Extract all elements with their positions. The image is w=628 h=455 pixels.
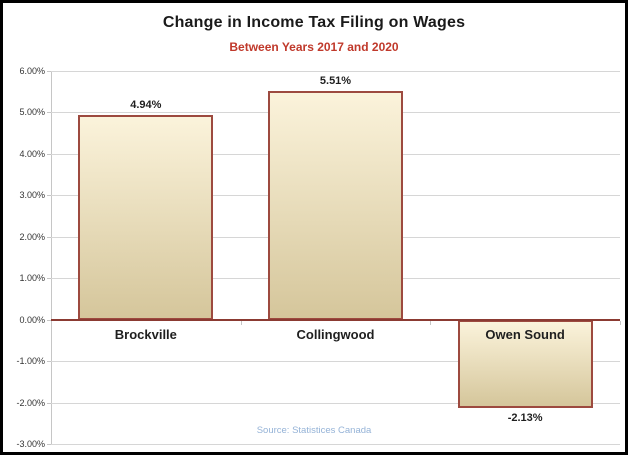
y-axis-line bbox=[51, 71, 52, 444]
y-axis-tick-label: 1.00% bbox=[19, 273, 45, 283]
y-axis-tick bbox=[47, 237, 51, 238]
y-axis-tick bbox=[47, 195, 51, 196]
chart-subtitle: Between Years 2017 and 2020 bbox=[229, 40, 399, 54]
y-axis-tick-label: 6.00% bbox=[19, 66, 45, 76]
y-axis-tick-label: 3.00% bbox=[19, 190, 45, 200]
gridline bbox=[51, 71, 620, 72]
bar-owen-sound bbox=[457, 319, 593, 408]
y-axis-tick bbox=[47, 444, 51, 445]
y-axis-tick bbox=[47, 278, 51, 279]
value-label-brockville: 4.94% bbox=[130, 98, 162, 111]
gridline bbox=[51, 361, 620, 362]
y-axis-tick-label: -2.00% bbox=[16, 398, 45, 408]
y-axis-tick-label: 2.00% bbox=[19, 232, 45, 242]
bar-brockville bbox=[78, 114, 214, 320]
y-axis-tick bbox=[47, 403, 51, 404]
y-axis-tick-label: 5.00% bbox=[19, 107, 45, 117]
gridline bbox=[51, 403, 620, 404]
x-axis-tick bbox=[620, 320, 621, 325]
x-axis-tick bbox=[241, 320, 242, 325]
x-axis-tick bbox=[430, 320, 431, 325]
category-label-collingwood: Collingwood bbox=[296, 326, 375, 342]
category-label-owen-sound: Owen Sound bbox=[485, 326, 565, 342]
chart-title: Change in Income Tax Filing on Wages bbox=[162, 14, 466, 31]
y-axis-tick-label: 0.00% bbox=[19, 315, 45, 325]
bar-collingwood bbox=[268, 91, 403, 320]
y-axis-tick bbox=[47, 154, 51, 155]
source-note: Source: Statistices Canada bbox=[256, 425, 372, 436]
y-axis-tick-label: -3.00% bbox=[16, 439, 45, 449]
category-label-brockville: Brockville bbox=[114, 326, 177, 342]
zero-axis-line bbox=[51, 318, 620, 321]
y-axis-tick bbox=[47, 361, 51, 362]
y-axis-tick bbox=[47, 112, 51, 113]
value-label-collingwood: 5.51% bbox=[319, 75, 352, 88]
y-axis-tick-label: -1.00% bbox=[16, 356, 45, 366]
value-label-owen-sound: -2.13% bbox=[507, 411, 543, 424]
gridline bbox=[51, 444, 620, 445]
y-axis-tick-label: 4.00% bbox=[19, 149, 45, 159]
y-axis-tick bbox=[47, 320, 51, 321]
y-axis-tick bbox=[47, 71, 51, 72]
